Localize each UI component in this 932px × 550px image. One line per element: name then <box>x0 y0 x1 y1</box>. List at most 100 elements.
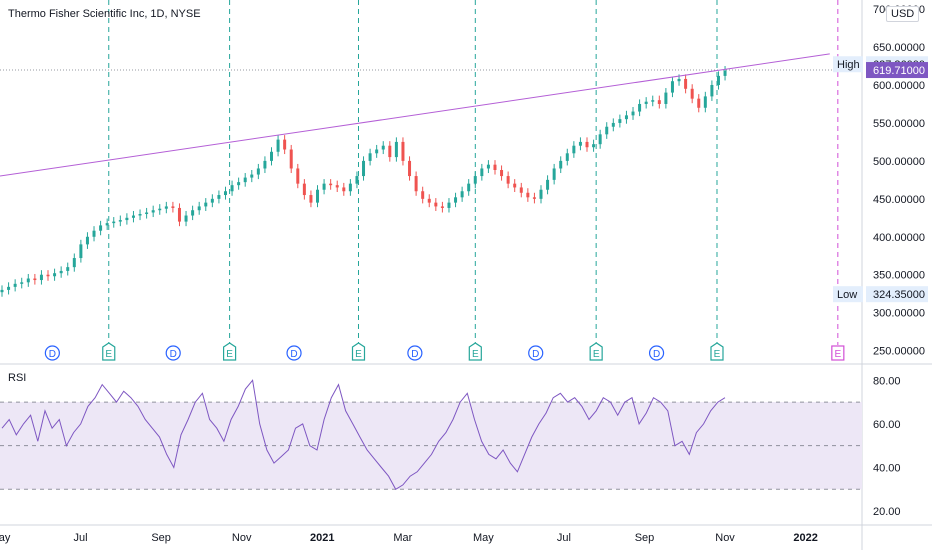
candle-body <box>480 168 484 177</box>
candle-body <box>716 75 720 85</box>
candle-body <box>631 111 635 116</box>
candle-body <box>276 139 280 152</box>
candle-body <box>500 169 504 177</box>
candle-body <box>572 145 576 154</box>
candle-body <box>302 183 306 196</box>
price-tick-label: 450.00000 <box>873 194 925 206</box>
candle-body <box>296 168 300 184</box>
candle-body <box>263 160 267 169</box>
dividend-marker-label: D <box>290 349 297 360</box>
candle-body <box>72 258 76 268</box>
candle-body <box>467 183 471 192</box>
candle-body <box>171 206 175 208</box>
candle-body <box>381 145 385 150</box>
earnings-marker-label: E <box>226 349 233 360</box>
candle-body <box>85 236 89 245</box>
candle-body <box>703 96 707 108</box>
candle-body <box>269 151 273 161</box>
candle-body <box>309 195 313 203</box>
price-tick-label: 650.00000 <box>873 42 925 54</box>
rsi-tick-label: 20.00 <box>873 506 901 518</box>
time-tick-label: Nov <box>232 532 252 544</box>
earnings-marker <box>102 342 116 361</box>
candle-body <box>243 177 247 183</box>
candle-body <box>0 289 4 293</box>
candle-body <box>335 185 339 188</box>
candle-body <box>237 182 241 186</box>
price-tick-label: 550.00000 <box>873 118 925 130</box>
earnings-marker <box>468 342 482 361</box>
candle-body <box>546 179 550 190</box>
candle-body <box>316 189 320 203</box>
earnings-marker-label: E <box>472 349 479 360</box>
candle-body <box>552 168 556 180</box>
candle-body <box>559 160 563 169</box>
candle-body <box>401 141 405 161</box>
candle-body <box>388 145 392 158</box>
candle-body <box>230 185 234 192</box>
candle-body <box>322 183 326 190</box>
candle-body <box>289 149 293 169</box>
candle-body <box>66 267 70 271</box>
time-tick-label: 2022 <box>793 532 817 544</box>
dividend-marker <box>648 345 665 361</box>
low-level-value: 324.35000 <box>873 289 925 301</box>
candle-body <box>592 144 596 148</box>
price-tick-label: 250.00000 <box>873 346 925 358</box>
candle-body <box>210 198 214 203</box>
candle-body <box>565 153 569 161</box>
candle-body <box>184 215 188 222</box>
candle-body <box>59 270 63 274</box>
high-level-tag <box>833 56 863 73</box>
dividend-marker-label: D <box>653 349 660 360</box>
candle-body <box>447 202 451 208</box>
candle-body <box>13 283 17 287</box>
candle-body <box>131 215 135 218</box>
candle-body <box>454 197 458 203</box>
candle-body <box>677 78 681 82</box>
candle-body <box>440 206 444 208</box>
candle-body <box>92 230 96 237</box>
candle-body <box>256 168 260 175</box>
dividend-marker <box>286 345 302 361</box>
candle-body <box>53 273 57 277</box>
candle-body <box>362 160 366 177</box>
candle-body <box>138 214 142 216</box>
currency-button[interactable]: USD <box>886 6 920 22</box>
candle-body <box>684 78 688 89</box>
earnings-marker <box>351 342 366 361</box>
candle-body <box>368 153 372 161</box>
candle-body <box>513 183 517 188</box>
candle-body <box>33 278 37 281</box>
last-price-value: 619.71000 <box>873 65 925 77</box>
candle-body <box>434 202 438 207</box>
low-level-value-bg <box>866 286 928 303</box>
candle-body <box>355 176 359 184</box>
candle-body <box>197 206 201 211</box>
candle-body <box>7 286 11 290</box>
trendline <box>0 53 830 177</box>
time-tick-label: Sep <box>151 532 171 544</box>
time-tick-label: May <box>473 532 494 544</box>
candle-body <box>46 274 50 277</box>
price-tick-label: 500.00000 <box>873 156 925 168</box>
price-tick-label: 600.00000 <box>873 80 925 92</box>
candle-body <box>79 244 83 259</box>
candle-body <box>460 191 464 198</box>
candle-body <box>177 207 181 222</box>
candle-body <box>191 210 195 216</box>
time-tick-label: Nov <box>715 532 735 544</box>
candle-body <box>283 139 287 150</box>
candle-body <box>427 198 431 203</box>
candle-body <box>421 191 425 199</box>
candle-body <box>158 208 162 211</box>
chart-title: Thermo Fisher Scientific Inc, 1D, NYSE <box>8 8 201 20</box>
dividend-marker-label: D <box>49 349 56 360</box>
last-price-value-bg <box>866 62 928 79</box>
candle-body <box>414 176 418 192</box>
rsi-tick-label: 80.00 <box>873 375 901 387</box>
candle-body <box>710 84 714 97</box>
candle-body <box>164 206 168 209</box>
candle-body <box>618 119 622 123</box>
